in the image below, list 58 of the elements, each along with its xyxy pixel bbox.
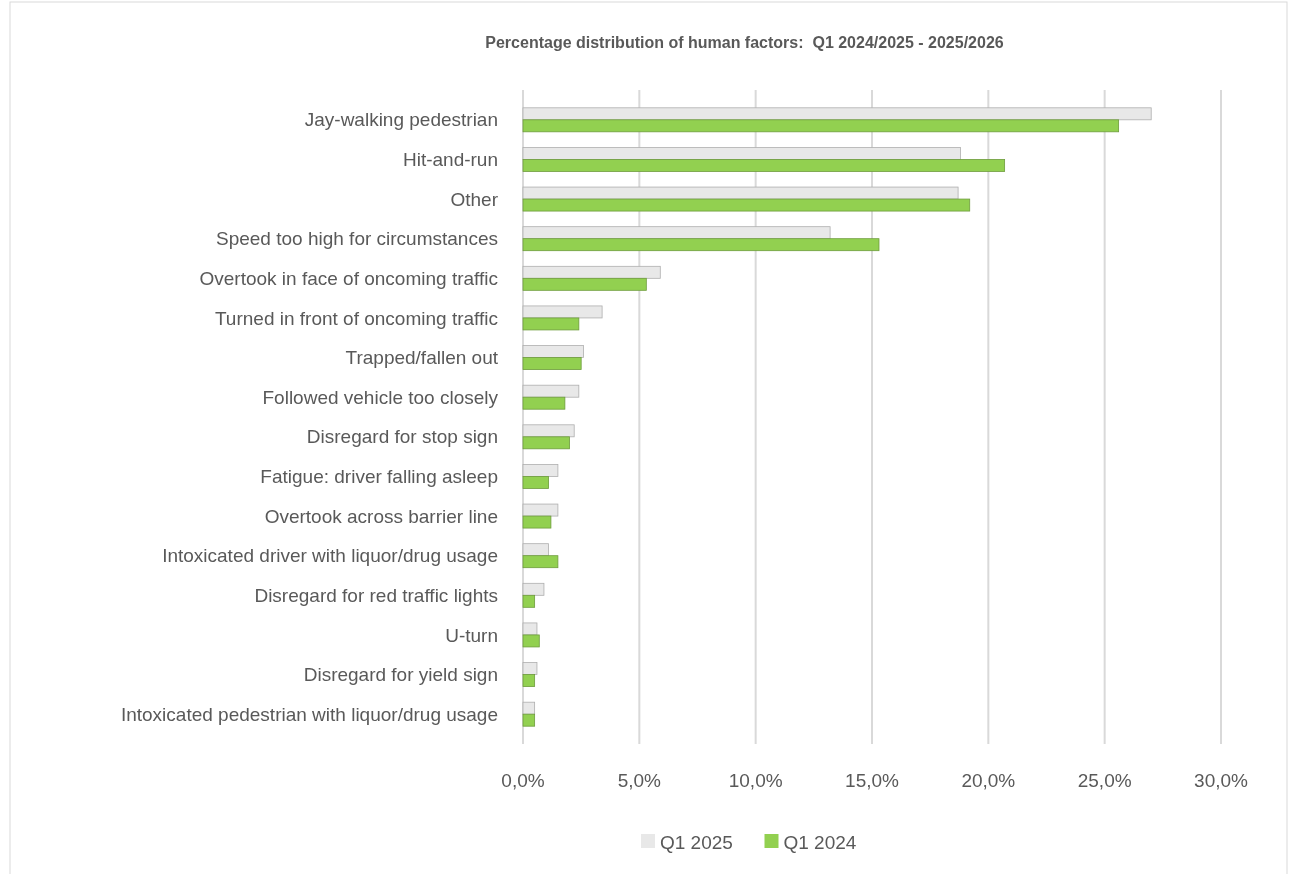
y-tick-label: Followed vehicle too closely [262,386,499,408]
bar [522,119,1120,133]
bar [522,107,1152,121]
bar [522,396,566,410]
x-tick-label: 30,0% [1194,770,1249,791]
bar [522,701,536,715]
bar [522,515,552,529]
bar [522,622,538,636]
y-tick-label: Intoxicated driver with liquor/drug usage [162,545,498,567]
y-tick-label: Disregard for stop sign [306,426,498,448]
bar [522,634,540,648]
y-tick-label: Overtook across barrier line [264,505,498,527]
x-tick-label: 25,0% [1077,770,1132,791]
x-tick-label: 10,0% [728,770,783,791]
bar [522,543,549,557]
bar [522,317,580,331]
bar [522,159,1006,172]
y-tick-label: Disregard for red traffic lights [254,584,498,606]
y-tick-label: Jay-walking pedestrian [304,109,498,131]
y-tick-label: Turned in front of oncoming traffic [214,307,498,329]
x-tick-label: 20,0% [961,770,1016,791]
y-tick-label: Trapped/fallen out [345,347,499,369]
y-tick-label: Fatigue: driver falling asleep [260,466,498,488]
bar [522,345,584,358]
y-tick-label: U-turn [445,624,498,646]
bar [522,265,661,279]
y-tick-label: Intoxicated pedestrian with liquor/drug usage [120,703,498,725]
bar [522,305,603,319]
bar [522,674,536,687]
legend-label: Q1 2025 [660,831,733,853]
bar [522,555,559,569]
bar [522,277,647,291]
y-tick-label: Disregard for yield sign [303,664,498,686]
x-tick-label: 5,0% [617,770,662,791]
bar [522,198,971,212]
bar [522,147,961,160]
chart-title: Percentage distribution of human factors: Q1 2024/2025 - 2025/2026 [485,34,1004,51]
bar [522,503,559,517]
bar [522,424,575,438]
bar [522,238,880,252]
bar [522,476,549,489]
bar [522,594,536,608]
legend-label: Q1 2024 [783,831,857,853]
bar [522,357,582,370]
bar [522,582,545,596]
y-tick-label: Hit-and-run [402,149,498,171]
bar [522,384,580,398]
bar [522,464,559,477]
bar [522,436,570,450]
bar [522,662,538,675]
y-tick-label: Overtook in face of oncoming traffic [199,267,498,289]
bar [522,713,536,727]
x-tick-label: 15,0% [845,770,900,791]
bar [522,186,959,200]
x-tick-label: 0,0% [501,770,545,791]
y-tick-label: Speed too high for circumstances [216,228,498,250]
bar [522,226,831,240]
y-tick-label: Other [450,188,499,210]
